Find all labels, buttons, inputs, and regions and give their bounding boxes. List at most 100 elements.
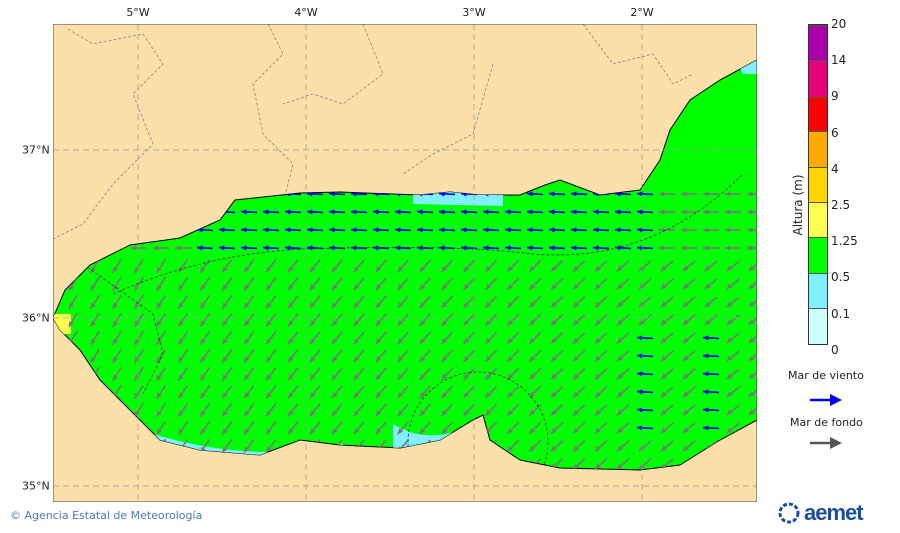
wind-sea-arrow bbox=[482, 209, 500, 215]
zone-boundaries bbox=[82, 173, 744, 470]
swell-arrow bbox=[175, 245, 191, 251]
swell-arrow bbox=[419, 295, 431, 309]
swell-arrow bbox=[748, 296, 757, 308]
wind-sea-arrow bbox=[570, 209, 588, 215]
swell-arrow bbox=[660, 278, 674, 290]
wind-sea-arrow bbox=[394, 209, 412, 215]
swell-arrow bbox=[331, 403, 343, 417]
swell-arrow bbox=[682, 440, 696, 452]
colorbar-tick: 4 bbox=[831, 161, 839, 176]
swell-arrow bbox=[155, 294, 167, 310]
swell-arrow bbox=[112, 258, 122, 274]
swell-arrow bbox=[725, 191, 741, 197]
swell-arrow bbox=[309, 331, 321, 345]
swell-arrow bbox=[353, 349, 365, 363]
swell-arrow bbox=[506, 367, 520, 381]
wind-sea-arrow bbox=[636, 335, 654, 341]
swell-arrow bbox=[484, 367, 498, 381]
swell-arrow bbox=[506, 385, 520, 399]
swell-arrow bbox=[440, 367, 454, 381]
swell-arrow bbox=[682, 404, 696, 416]
wind-sea-arrow bbox=[504, 227, 522, 233]
swell-arrow bbox=[177, 420, 189, 436]
graticule bbox=[53, 24, 757, 502]
wind-sea-arrow bbox=[592, 209, 610, 215]
wind-sea-arrow bbox=[328, 209, 346, 215]
swell-arrow bbox=[484, 277, 498, 291]
swell-arrow bbox=[397, 259, 409, 273]
swell-arrow bbox=[659, 245, 675, 251]
swell-arrow bbox=[660, 314, 674, 326]
swell-arrow bbox=[199, 331, 211, 345]
swell-arrow bbox=[331, 277, 343, 291]
swell-arrow bbox=[133, 366, 145, 382]
swell-arrow bbox=[397, 349, 409, 363]
wind-sea-arrow bbox=[460, 227, 478, 233]
swell-arrow bbox=[704, 278, 718, 290]
swell-arrow bbox=[572, 332, 586, 344]
swell-arrow bbox=[550, 331, 564, 345]
swell-arrow bbox=[353, 385, 365, 399]
wind-sea-arrow bbox=[482, 245, 500, 251]
swell-arrow bbox=[726, 386, 740, 398]
swell-arrow bbox=[419, 349, 431, 363]
swell-arrow bbox=[748, 350, 757, 362]
swell-arrow bbox=[375, 295, 387, 309]
swell-arrow bbox=[177, 258, 189, 274]
wind-sea-arrow bbox=[372, 209, 390, 215]
swell-arrow bbox=[90, 294, 100, 310]
swell-arrow bbox=[747, 191, 757, 197]
copyright-text: © Agencia Estatal de Meteorología bbox=[10, 509, 203, 522]
swell-arrow bbox=[572, 260, 586, 272]
swell-arrow bbox=[397, 403, 409, 417]
swell-arrow bbox=[133, 294, 145, 310]
swell-arrow bbox=[155, 402, 167, 418]
swell-arrow bbox=[462, 259, 476, 273]
swell-arrow bbox=[484, 259, 498, 273]
swell-arrow bbox=[440, 421, 454, 435]
swell-arrow bbox=[90, 312, 100, 328]
swell-arrow bbox=[221, 277, 233, 291]
swell-arrow bbox=[309, 367, 321, 381]
swell-arrow bbox=[133, 384, 145, 400]
swell-arrow bbox=[353, 421, 365, 435]
swell-arrow bbox=[155, 330, 167, 346]
swell-arrow bbox=[660, 350, 674, 362]
colorbar-segment bbox=[809, 272, 827, 309]
swell-arrow bbox=[287, 295, 299, 309]
colorbar-segment bbox=[809, 166, 827, 202]
wind-sea-arrow bbox=[570, 227, 588, 233]
swell-arrow bbox=[287, 277, 299, 291]
wind-sea-arrow bbox=[548, 209, 566, 215]
swell-arrow bbox=[440, 313, 454, 327]
swell-arrow bbox=[550, 313, 564, 327]
swell-arrow bbox=[726, 260, 740, 272]
swell-arrow bbox=[419, 367, 431, 381]
swell-arrow bbox=[375, 403, 387, 417]
swell-arrow bbox=[506, 439, 520, 453]
swell-arrow bbox=[484, 295, 498, 309]
swell-arrow bbox=[616, 314, 630, 326]
swell-arrow bbox=[112, 348, 122, 364]
swell-arrow bbox=[681, 245, 697, 251]
swell-arrow bbox=[397, 385, 409, 399]
swell-arrow bbox=[155, 276, 167, 292]
swell-arrow bbox=[309, 313, 321, 327]
swell-arrow bbox=[287, 259, 299, 273]
logo-text: aemet bbox=[804, 500, 864, 525]
swell-arrow bbox=[397, 313, 409, 327]
swell-arrow bbox=[704, 314, 718, 326]
swell-arrow bbox=[726, 296, 740, 308]
wind-sea-arrow bbox=[526, 227, 544, 233]
swell-arrow bbox=[440, 349, 454, 363]
wind-sea-arrow bbox=[306, 245, 324, 251]
swell-arrow bbox=[90, 330, 100, 346]
swell-arrow bbox=[419, 385, 431, 399]
swell-arrow bbox=[287, 403, 299, 417]
swell-arrow bbox=[440, 403, 454, 417]
swell-arrow bbox=[550, 421, 564, 435]
swell-arrow bbox=[353, 367, 365, 381]
swell-arrow bbox=[243, 421, 255, 435]
swell-arrow bbox=[243, 259, 255, 273]
swell-arrow bbox=[703, 245, 719, 251]
